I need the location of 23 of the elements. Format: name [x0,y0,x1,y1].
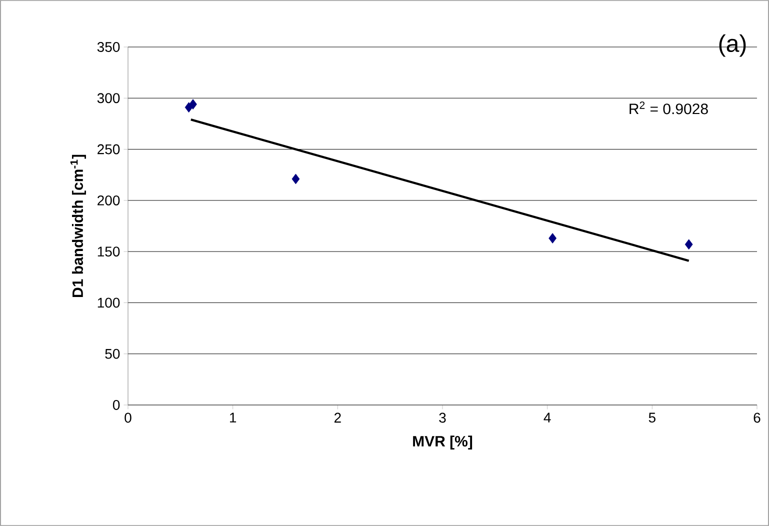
x-tick-label: 4 [544,412,551,422]
x-axis-title: MVR [%] [413,436,472,450]
x-tick-label: 5 [648,412,656,423]
y-axis-title: D1 bandwidth [cm$^{-1}$] [70,154,86,297]
y-tick-label: 250 [98,144,120,154]
point [189,99,197,110]
point [684,239,693,250]
y-tick-label: 200 [98,195,120,206]
y-tick-label: 300 [97,93,120,104]
y-tick-label: 0 [112,400,120,410]
x-tick-label: 6 [754,412,760,423]
x-tick-label: 3 [439,412,446,423]
x-tick-label: 0 [124,412,132,423]
x-tick-label: 1 [230,412,236,422]
y-tick-label: 150 [98,246,120,257]
annotation: R$^{2}$ = 0.9028 [630,102,708,114]
x-tick-label: 2 [334,412,341,423]
chart-title: (a) [719,34,746,57]
y-tick-label: 50 [105,348,120,359]
point [292,174,300,184]
point [548,233,557,244]
y-tick-label: 350 [97,42,120,52]
y-tick-label: 100 [98,298,120,308]
